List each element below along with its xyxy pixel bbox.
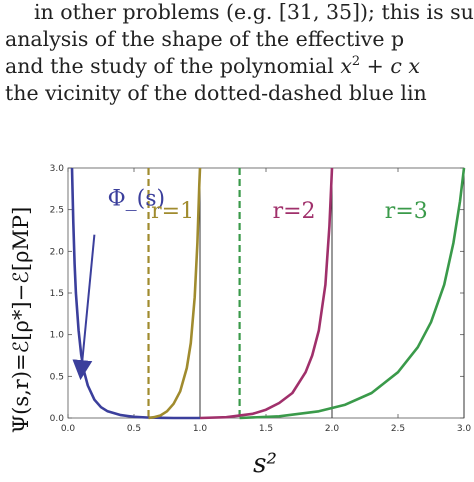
text-line-3-text: and the study of the polynomial	[5, 54, 341, 78]
y-tick-label: 1.5	[50, 289, 64, 299]
y-tick-label: 0.5	[50, 372, 64, 382]
text-line-2-text: analysis of the shape of the effective p	[5, 27, 405, 51]
text-line-3: and the study of the polynomial x2 + c x	[5, 54, 420, 78]
x-tick-label: 1.5	[259, 424, 273, 434]
series-line-r2	[199, 167, 334, 420]
text-line-1-text: in other problems (e.g. [31, 35]); this …	[34, 0, 474, 24]
annotation-label: Φ_(s)	[108, 187, 166, 212]
y-axis-label: Ψ(s,r)=ℰ[ρ*]−ℰ[ρMP]	[9, 207, 33, 434]
x-axis-label: s²	[253, 449, 277, 479]
y-tick-label: 2.5	[50, 206, 64, 216]
series-line-r1	[148, 167, 202, 420]
y-tick-label: 2.0	[50, 247, 65, 257]
annotation-label: r=2	[273, 199, 316, 224]
x-tick-label: 2.0	[325, 424, 340, 434]
math-exponent: 2	[351, 54, 361, 69]
annotation-arrow	[72, 234, 96, 381]
series-line-phi	[70, 167, 200, 420]
x-tick-label: 0.0	[61, 424, 76, 434]
x-tick-label: 3.0	[457, 424, 472, 434]
annotation-label: r=3	[385, 199, 428, 224]
plot-area: 0.0 0.5 1.0 1.5 2.0 2.5 3.0 0.0 0.5 1.0 1.5 2.0 2.5 3…	[50, 164, 472, 434]
y-tick-label: 3.0	[50, 164, 65, 174]
math-plus: +	[360, 54, 391, 78]
y-tick-label: 0.0	[50, 414, 65, 424]
x-tick-label: 0.5	[127, 424, 141, 434]
x-tick-label: 1.0	[193, 424, 208, 434]
chart: 0.0 0.5 1.0 1.5 2.0 2.5 3.0 0.0 0.5 1.0 1.5 2.0 2.5 3…	[9, 164, 472, 479]
text-line-4-text: the vicinity of the dotted-dashed blue l…	[5, 81, 427, 105]
math-x: x	[340, 54, 352, 78]
annotation-label: r=1	[151, 199, 194, 224]
text-line-1: in other problems (e.g. [31, 35]); this …	[34, 0, 474, 24]
text-line-4: the vicinity of the dotted-dashed blue l…	[5, 81, 427, 105]
x-tick-label: 2.5	[391, 424, 405, 434]
series-line-r3	[239, 167, 466, 420]
text-line-2: analysis of the shape of the effective p	[5, 27, 404, 51]
math-cx: c x	[390, 54, 420, 78]
y-tick-label: 1.0	[50, 331, 65, 341]
